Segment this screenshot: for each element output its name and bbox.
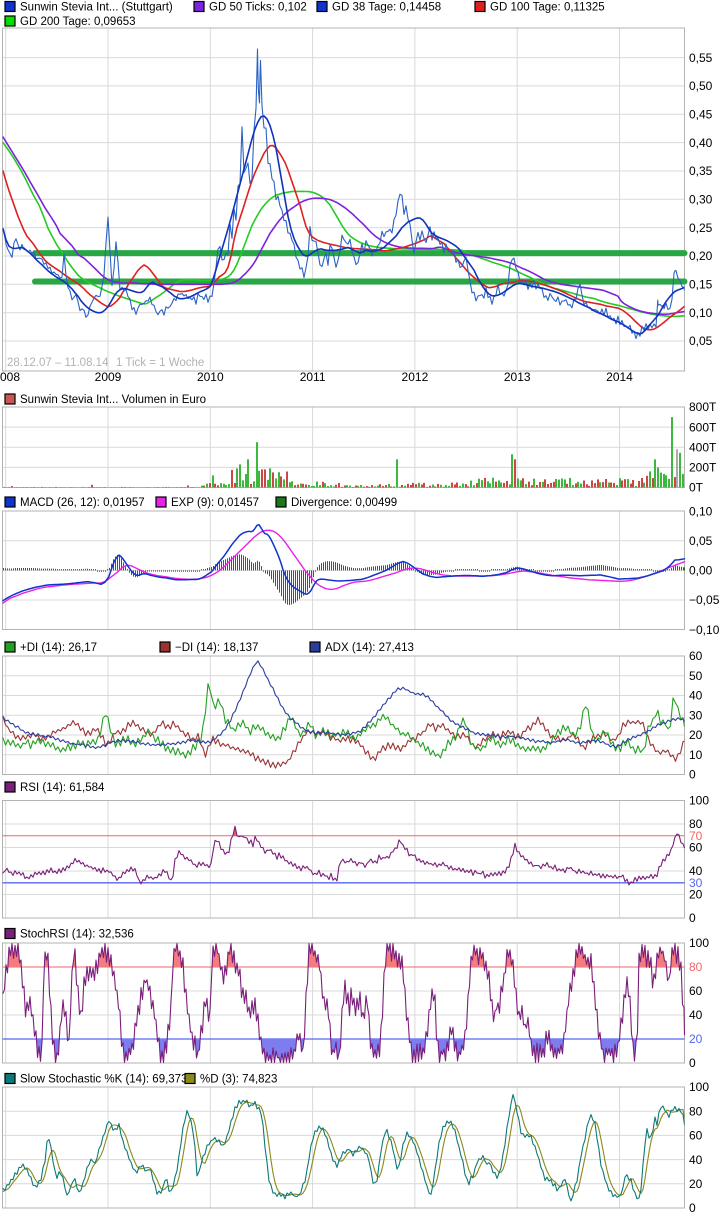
svg-text:StochRSI (14): 32,536: StochRSI (14): 32,536 — [20, 929, 134, 941]
svg-text:0,05: 0,05 — [689, 334, 713, 348]
svg-text:1 Tick = 1 Woche: 1 Tick = 1 Woche — [116, 357, 204, 369]
svg-text:2013: 2013 — [504, 370, 531, 384]
svg-text:0,20: 0,20 — [689, 249, 713, 263]
svg-text:Divergence: 0,00499: Divergence: 0,00499 — [291, 497, 397, 509]
svg-text:0: 0 — [689, 1201, 696, 1215]
svg-text:28.12.07 – 11.08.14: 28.12.07 – 11.08.14 — [7, 357, 109, 369]
svg-text:100: 100 — [689, 936, 709, 950]
svg-text:0T: 0T — [689, 481, 704, 495]
svg-text:40: 40 — [689, 1008, 703, 1022]
svg-text:80: 80 — [689, 1104, 703, 1118]
svg-text:0: 0 — [689, 911, 696, 925]
svg-text:80: 80 — [689, 960, 703, 974]
svg-text:60: 60 — [689, 1129, 703, 1143]
svg-text:0,10: 0,10 — [689, 504, 713, 518]
svg-text:20: 20 — [689, 1032, 703, 1046]
svg-text:50: 50 — [689, 669, 703, 683]
svg-text:−DI (14): 18,137: −DI (14): 18,137 — [175, 642, 258, 654]
svg-text:0,30: 0,30 — [689, 193, 713, 207]
svg-text:0,15: 0,15 — [689, 278, 713, 292]
svg-text:100: 100 — [689, 1080, 709, 1094]
svg-text:0,25: 0,25 — [689, 221, 713, 235]
svg-text:60: 60 — [689, 984, 703, 998]
svg-text:0,05: 0,05 — [689, 534, 713, 548]
svg-text:70: 70 — [689, 829, 703, 843]
svg-text:%D (3): 74,823: %D (3): 74,823 — [200, 1074, 277, 1086]
svg-text:2009: 2009 — [95, 370, 122, 384]
svg-text:GD 200 Tage: 0,09653: GD 200 Tage: 0,09653 — [20, 16, 136, 28]
svg-text:2011: 2011 — [300, 370, 326, 384]
svg-text:Sunwin Stevia Int... Volumen i: Sunwin Stevia Int... Volumen in Euro — [20, 394, 206, 406]
svg-text:0,00: 0,00 — [689, 564, 713, 578]
svg-text:ADX (14): 27,413: ADX (14): 27,413 — [325, 642, 414, 654]
svg-text:Slow Stochastic %K (14): 69,37: Slow Stochastic %K (14): 69,373 — [20, 1074, 187, 1086]
svg-text:GD 38 Tage: 0,14458: GD 38 Tage: 0,14458 — [332, 2, 441, 14]
svg-text:GD 50 Ticks: 0,102: GD 50 Ticks: 0,102 — [209, 2, 307, 14]
svg-text:0,45: 0,45 — [689, 108, 713, 122]
svg-text:+DI (14): 26,17: +DI (14): 26,17 — [20, 642, 97, 654]
svg-text:40: 40 — [689, 1153, 703, 1167]
svg-text:GD 100 Tage: 0,11325: GD 100 Tage: 0,11325 — [490, 2, 605, 14]
svg-text:−0,05: −0,05 — [689, 593, 720, 607]
svg-text:30: 30 — [689, 876, 703, 890]
svg-text:20: 20 — [689, 728, 703, 742]
svg-text:30: 30 — [689, 709, 703, 723]
svg-text:MACD (26, 12): 0,01957: MACD (26, 12): 0,01957 — [20, 497, 145, 509]
svg-text:200T: 200T — [689, 461, 717, 475]
svg-text:008: 008 — [0, 370, 20, 384]
svg-text:0,50: 0,50 — [689, 79, 713, 93]
svg-text:40: 40 — [689, 689, 703, 703]
svg-text:EXP (9): 0,01457: EXP (9): 0,01457 — [171, 497, 259, 509]
svg-text:RSI (14): 61,584: RSI (14): 61,584 — [20, 782, 105, 794]
svg-text:400T: 400T — [689, 440, 717, 454]
svg-text:600T: 600T — [689, 420, 717, 434]
svg-text:2014: 2014 — [606, 370, 633, 384]
svg-text:800T: 800T — [689, 400, 717, 414]
svg-text:Sunwin Stevia Int... (Stuttgar: Sunwin Stevia Int... (Stuttgart) — [20, 2, 173, 14]
svg-text:10: 10 — [689, 748, 703, 762]
svg-text:0,55: 0,55 — [689, 51, 713, 65]
svg-text:2010: 2010 — [197, 370, 224, 384]
svg-text:0: 0 — [689, 768, 696, 782]
svg-text:20: 20 — [689, 1177, 703, 1191]
svg-text:0,35: 0,35 — [689, 164, 713, 178]
svg-text:0,40: 0,40 — [689, 136, 713, 150]
svg-text:60: 60 — [689, 649, 703, 663]
svg-text:100: 100 — [689, 794, 709, 808]
svg-text:2012: 2012 — [402, 370, 429, 384]
svg-text:0,10: 0,10 — [689, 306, 713, 320]
svg-text:0: 0 — [689, 1056, 696, 1070]
svg-text:−0,10: −0,10 — [689, 623, 720, 637]
